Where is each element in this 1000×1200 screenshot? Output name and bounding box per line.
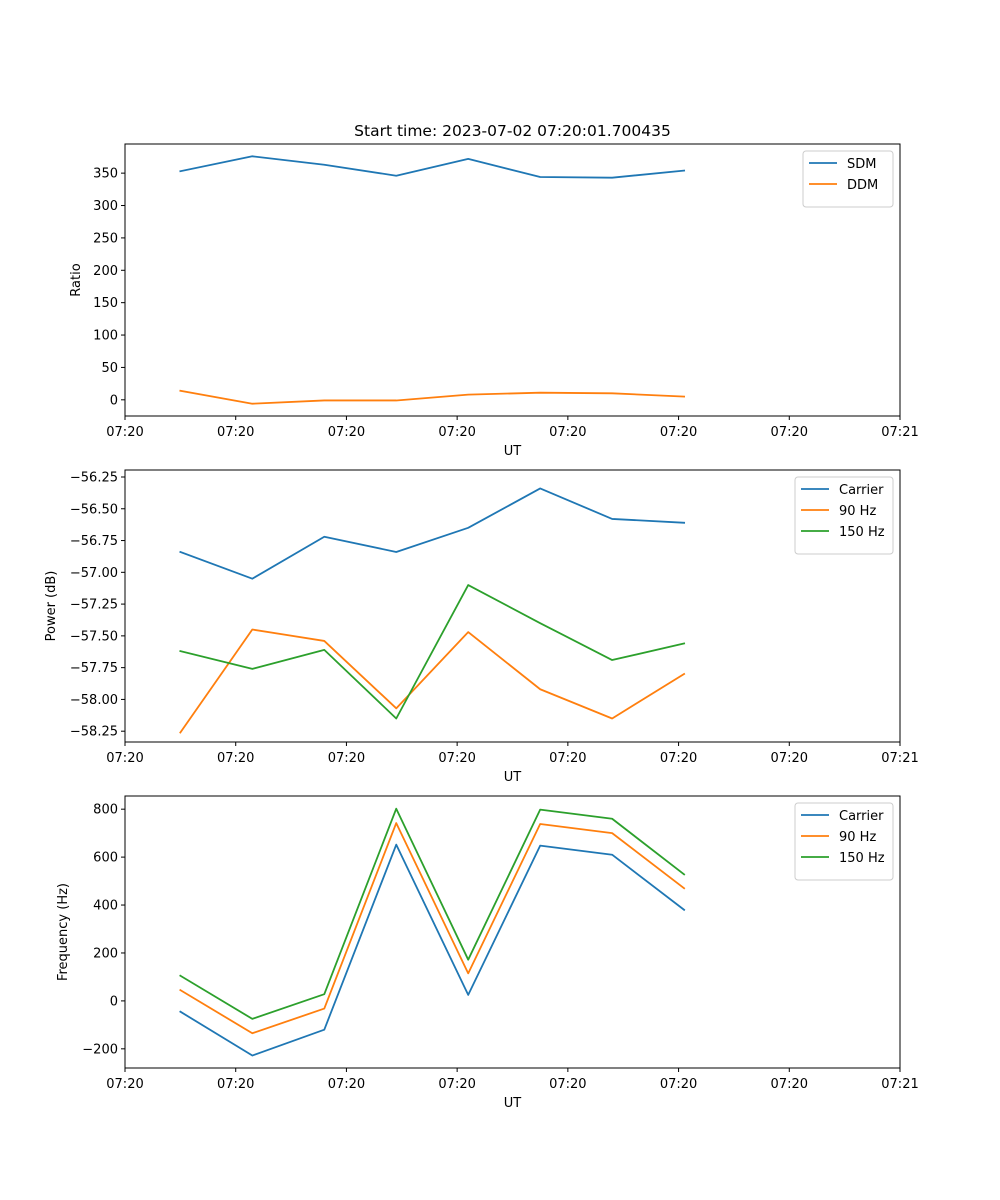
y-tick-label-1-7: 300 — [93, 199, 118, 214]
legend-label-2-1: Carrier — [839, 483, 884, 498]
chart-panel-1: 07:20 07:20 07:20 07:20 07:20 07:20 07:20 07:21… — [69, 143, 919, 459]
x-tick-label-1-1: 07:20 — [106, 425, 143, 440]
axes-frame-1 — [124, 143, 901, 417]
legend-3: Carrier 90 Hz 150 Hz — [794, 802, 894, 881]
x-tick-label-2-2: 07:20 — [217, 751, 254, 766]
x-tick-label-3-4: 07:20 — [438, 1077, 475, 1092]
series-line-1-1 — [179, 155, 686, 179]
series-line-2-3 — [179, 584, 686, 720]
x-tick-label-1-3: 07:20 — [328, 425, 365, 440]
x-tick-label-2-6: 07:20 — [660, 751, 697, 766]
legend-box-2 — [794, 476, 894, 555]
legend-2: Carrier 90 Hz 150 Hz — [794, 476, 894, 555]
x-tick-label-2-5: 07:20 — [549, 751, 586, 766]
x-tick-label-3-2: 07:20 — [217, 1077, 254, 1092]
series-line-2-1 — [179, 487, 686, 580]
y-tick-label-3-1: −200 — [82, 1042, 118, 1057]
x-tick-label-2-1: 07:20 — [106, 751, 143, 766]
x-tick-label-3-7: 07:20 — [771, 1077, 808, 1092]
y-tick-label-1-5: 200 — [93, 264, 118, 279]
y-tick-label-3-5: 600 — [93, 851, 118, 866]
y-tick-label-1-4: 150 — [93, 296, 118, 311]
x-tick-label-1-6: 07:20 — [660, 425, 697, 440]
x-tick-label-1-8: 07:21 — [881, 425, 918, 440]
y-tick-label-3-2: 0 — [110, 994, 118, 1009]
y-tick-label-3-3: 200 — [93, 946, 118, 961]
y-tick-label-1-2: 50 — [101, 361, 118, 376]
legend-label-1-1: SDM — [847, 157, 876, 172]
axes-frame-3 — [124, 795, 901, 1069]
figure-title: Start time: 2023-07-02 07:20:01.700435 — [354, 122, 671, 140]
series-line-2-2 — [179, 628, 686, 734]
x-tick-label-1-2: 07:20 — [217, 425, 254, 440]
y-tick-label-2-8: −56.50 — [70, 502, 118, 517]
x-axis-label-3: UT — [504, 1096, 522, 1111]
y-tick-label-1-6: 250 — [93, 231, 118, 246]
chart-panels: 07:20 07:20 07:20 07:20 07:20 07:20 07:20 07:21… — [44, 143, 919, 1111]
y-tick-label-2-2: −58.00 — [70, 693, 118, 708]
y-tick-label-3-6: 800 — [93, 803, 118, 818]
y-tick-label-2-4: −57.50 — [70, 629, 118, 644]
x-tick-label-2-3: 07:20 — [328, 751, 365, 766]
y-tick-label-1-1: 0 — [110, 393, 118, 408]
x-axis-label-2: UT — [504, 770, 522, 785]
y-tick-label-1-8: 350 — [93, 167, 118, 182]
y-tick-label-2-7: −56.75 — [70, 534, 118, 549]
y-axis-label-1: Ratio — [69, 263, 84, 296]
y-tick-label-2-6: −57.00 — [70, 566, 118, 581]
x-tick-label-3-3: 07:20 — [328, 1077, 365, 1092]
x-tick-label-2-7: 07:20 — [771, 751, 808, 766]
x-tick-label-2-4: 07:20 — [438, 751, 475, 766]
x-tick-label-1-7: 07:20 — [771, 425, 808, 440]
x-axis-label-1: UT — [504, 444, 522, 459]
series-line-3-1 — [179, 843, 686, 1057]
x-tick-label-1-5: 07:20 — [549, 425, 586, 440]
legend-1: SDM DDM — [802, 150, 894, 208]
series-line-1-2 — [179, 389, 686, 405]
axes-frame-2 — [124, 469, 901, 743]
chart-panel-2: 07:20 07:20 07:20 07:20 07:20 07:20 07:20 07:21… — [44, 469, 919, 785]
y-tick-label-2-1: −58.25 — [70, 725, 118, 740]
legend-label-3-3: 150 Hz — [839, 851, 885, 866]
chart-panel-3: 07:20 07:20 07:20 07:20 07:20 07:20 07:20 07:21… — [56, 795, 919, 1111]
y-tick-label-1-3: 100 — [93, 329, 118, 344]
legend-label-1-2: DDM — [847, 178, 878, 193]
legend-box-1 — [802, 150, 894, 208]
legend-label-3-2: 90 Hz — [839, 830, 876, 845]
x-tick-label-2-8: 07:21 — [881, 751, 918, 766]
series-line-3-2 — [179, 822, 686, 1035]
y-tick-label-3-4: 400 — [93, 899, 118, 914]
x-tick-label-3-1: 07:20 — [106, 1077, 143, 1092]
legend-label-2-2: 90 Hz — [839, 504, 876, 519]
legend-box-3 — [794, 802, 894, 881]
legend-label-3-1: Carrier — [839, 809, 884, 824]
x-tick-label-3-8: 07:21 — [881, 1077, 918, 1092]
y-tick-label-2-3: −57.75 — [70, 661, 118, 676]
legend-label-2-3: 150 Hz — [839, 525, 885, 540]
x-tick-label-3-5: 07:20 — [549, 1077, 586, 1092]
y-tick-label-2-5: −57.25 — [70, 598, 118, 613]
x-tick-label-1-4: 07:20 — [438, 425, 475, 440]
x-tick-label-3-6: 07:20 — [660, 1077, 697, 1092]
series-line-3-3 — [179, 807, 686, 1020]
y-axis-label-2: Power (dB) — [44, 571, 59, 642]
y-axis-label-3: Frequency (Hz) — [56, 883, 71, 981]
y-tick-label-2-9: −56.25 — [70, 470, 118, 485]
